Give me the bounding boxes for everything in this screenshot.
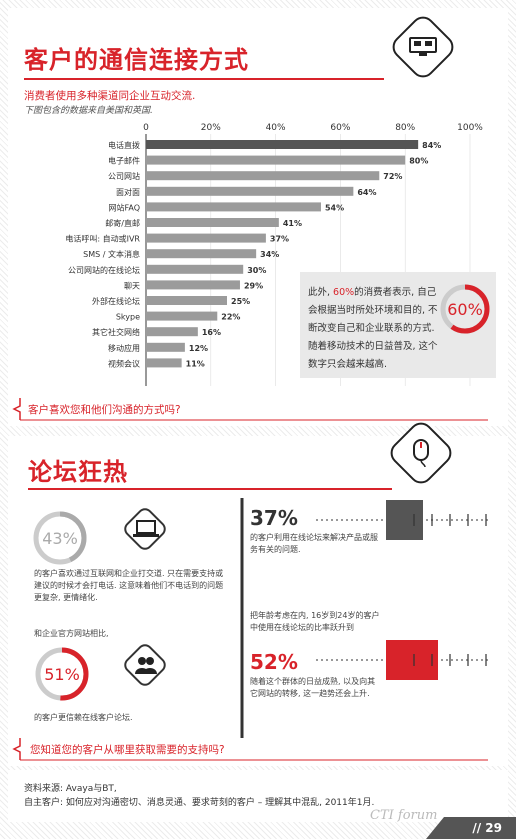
forum-left-text1: 的客户喜欢通过互联网和企业打交道. 只在需要支持或建议的时候才会打电话. 这意味… bbox=[34, 569, 224, 602]
intro-note: 下图包含的数据来自美国和英国. bbox=[24, 106, 153, 116]
value-label: 25% bbox=[231, 297, 250, 306]
value-label: 80% bbox=[409, 157, 428, 166]
donut-arc bbox=[33, 511, 87, 565]
forum-timeline bbox=[240, 498, 491, 738]
forum-panel bbox=[8, 436, 508, 766]
bar bbox=[146, 202, 321, 212]
bar bbox=[146, 296, 227, 305]
bar bbox=[146, 218, 279, 227]
stat-52: 52% bbox=[250, 650, 298, 674]
stat-block bbox=[386, 640, 438, 680]
donut-arc bbox=[440, 284, 490, 334]
section-title-communication: 客户的通信连接方式 bbox=[24, 46, 249, 74]
category-label: 移动应用 bbox=[108, 343, 140, 353]
callout-text-after: 的消费者表示, 自己会根据当时所处环境和目的, 不断改变自己和企业联系的方式. … bbox=[308, 287, 438, 370]
category-label: 公司网站的在线论坛 bbox=[68, 265, 140, 275]
stat-37-text: 的客户利用在线论坛来解决产品或服务有关的问题. bbox=[250, 533, 378, 554]
axis-tick-label: 60% bbox=[330, 123, 350, 133]
category-label: 聊天 bbox=[124, 281, 140, 290]
callout-text: 此外, 60%的消费者表示, 自己会根据当时所处环境和目的, 不断改变自己和企业… bbox=[308, 284, 438, 374]
bar bbox=[146, 327, 198, 337]
page-number: // 29 bbox=[426, 817, 516, 839]
bar bbox=[146, 155, 406, 165]
callout-text-before: 此外, bbox=[308, 287, 334, 298]
people-icon bbox=[131, 654, 161, 680]
axis-tick-label: 20% bbox=[201, 123, 221, 133]
bar bbox=[146, 311, 218, 321]
watermark: CTI forum bbox=[370, 808, 438, 823]
value-label: 16% bbox=[202, 328, 221, 337]
chat-screen-icon bbox=[398, 22, 448, 72]
category-label: 视频会议 bbox=[108, 358, 140, 368]
bar bbox=[146, 280, 240, 290]
question-support: 您知道您的客户从哪里获取需要的支持吗? bbox=[30, 744, 225, 756]
question-bracket-2 bbox=[12, 738, 488, 761]
value-label: 84% bbox=[422, 141, 441, 150]
category-label: 公司网站 bbox=[108, 171, 140, 181]
category-label: SMS / 文本消息 bbox=[83, 249, 140, 259]
value-label: 37% bbox=[270, 235, 289, 244]
bar bbox=[146, 140, 419, 149]
stat-block bbox=[386, 500, 423, 540]
footer-panel bbox=[8, 770, 508, 822]
value-label: 29% bbox=[244, 281, 263, 290]
section-title-forum: 论坛狂热 bbox=[28, 458, 128, 486]
category-label: 其它社交网络 bbox=[92, 327, 140, 337]
footer-source: 资料来源: Avaya与BT, 自主客户: 如何应对沟通密切、消息灵通、要求苛刻… bbox=[24, 782, 374, 810]
age-text: 把年龄考虑在内, 16岁到24岁的客户中使用在线论坛的比率跃升到 bbox=[250, 611, 380, 632]
callout-text-pct: 60% bbox=[333, 287, 355, 298]
category-label: 电话呼叫: 自动或IVR bbox=[65, 234, 140, 244]
value-label: 11% bbox=[186, 359, 205, 368]
donut-arc bbox=[35, 647, 89, 701]
value-label: 12% bbox=[189, 344, 208, 353]
value-label: 22% bbox=[221, 313, 240, 322]
donut-label: 51% bbox=[44, 665, 80, 684]
value-label: 34% bbox=[260, 250, 279, 259]
donut-60-chart: 60% bbox=[440, 284, 490, 334]
category-label: 面对面 bbox=[116, 187, 140, 197]
donut-label: 60% bbox=[447, 300, 483, 319]
question-communication: 客户喜欢您和他们沟通的方式吗? bbox=[28, 404, 181, 416]
bar bbox=[146, 186, 354, 196]
forum-left-lead2: 和企业官方网站相比, bbox=[34, 629, 109, 638]
title-underline bbox=[24, 78, 384, 80]
category-label: 网站FAQ bbox=[109, 202, 141, 212]
forum-left-text2: 的客户更信赖在线客户论坛. bbox=[34, 713, 133, 722]
forum-title-underline bbox=[28, 488, 392, 490]
bar bbox=[146, 358, 182, 368]
laptop-icon bbox=[131, 518, 161, 544]
axis-tick-label: 0 bbox=[143, 123, 149, 133]
axis-tick-label: 80% bbox=[395, 123, 415, 133]
value-label: 54% bbox=[325, 203, 344, 212]
bar bbox=[146, 233, 266, 243]
donut-51-chart: 51% bbox=[35, 647, 89, 701]
axis-tick-label: 40% bbox=[266, 123, 286, 133]
intro-text: 消费者使用多种渠道同企业互动交流. bbox=[24, 90, 196, 102]
bar bbox=[146, 264, 244, 274]
category-label: 电子邮件 bbox=[108, 156, 140, 166]
donut-43-chart: 43% bbox=[33, 511, 87, 565]
value-label: 72% bbox=[383, 172, 402, 181]
question-bracket bbox=[12, 398, 488, 421]
stat-37: 37% bbox=[250, 506, 298, 530]
footer-source-line2: 自主客户: 如何应对沟通密切、消息灵通、要求苛刻的客户 – 理解其中混乱, 20… bbox=[24, 798, 375, 808]
category-label: 外部在线论坛 bbox=[92, 296, 140, 306]
bar bbox=[146, 171, 380, 181]
category-label: Skype bbox=[116, 313, 140, 322]
bar bbox=[146, 342, 185, 352]
value-label: 64% bbox=[357, 188, 376, 197]
bar bbox=[146, 249, 257, 259]
category-label: 邮寄/直邮 bbox=[105, 218, 140, 228]
stat-52-text: 随着这个群体的日益成熟, 以及向其它网站的转移, 这一趋势还会上升. bbox=[250, 677, 376, 698]
value-label: 41% bbox=[283, 219, 302, 228]
value-label: 30% bbox=[247, 266, 266, 275]
footer-source-line1: 资料来源: Avaya与BT, bbox=[24, 784, 117, 794]
callout-box: 此外, 60%的消费者表示, 自己会根据当时所处环境和目的, 不断改变自己和企业… bbox=[300, 272, 496, 378]
donut-label: 43% bbox=[42, 529, 78, 548]
category-label: 电话直拨 bbox=[108, 140, 140, 150]
mouse-icon bbox=[396, 428, 446, 478]
axis-tick-label: 100% bbox=[457, 123, 483, 133]
